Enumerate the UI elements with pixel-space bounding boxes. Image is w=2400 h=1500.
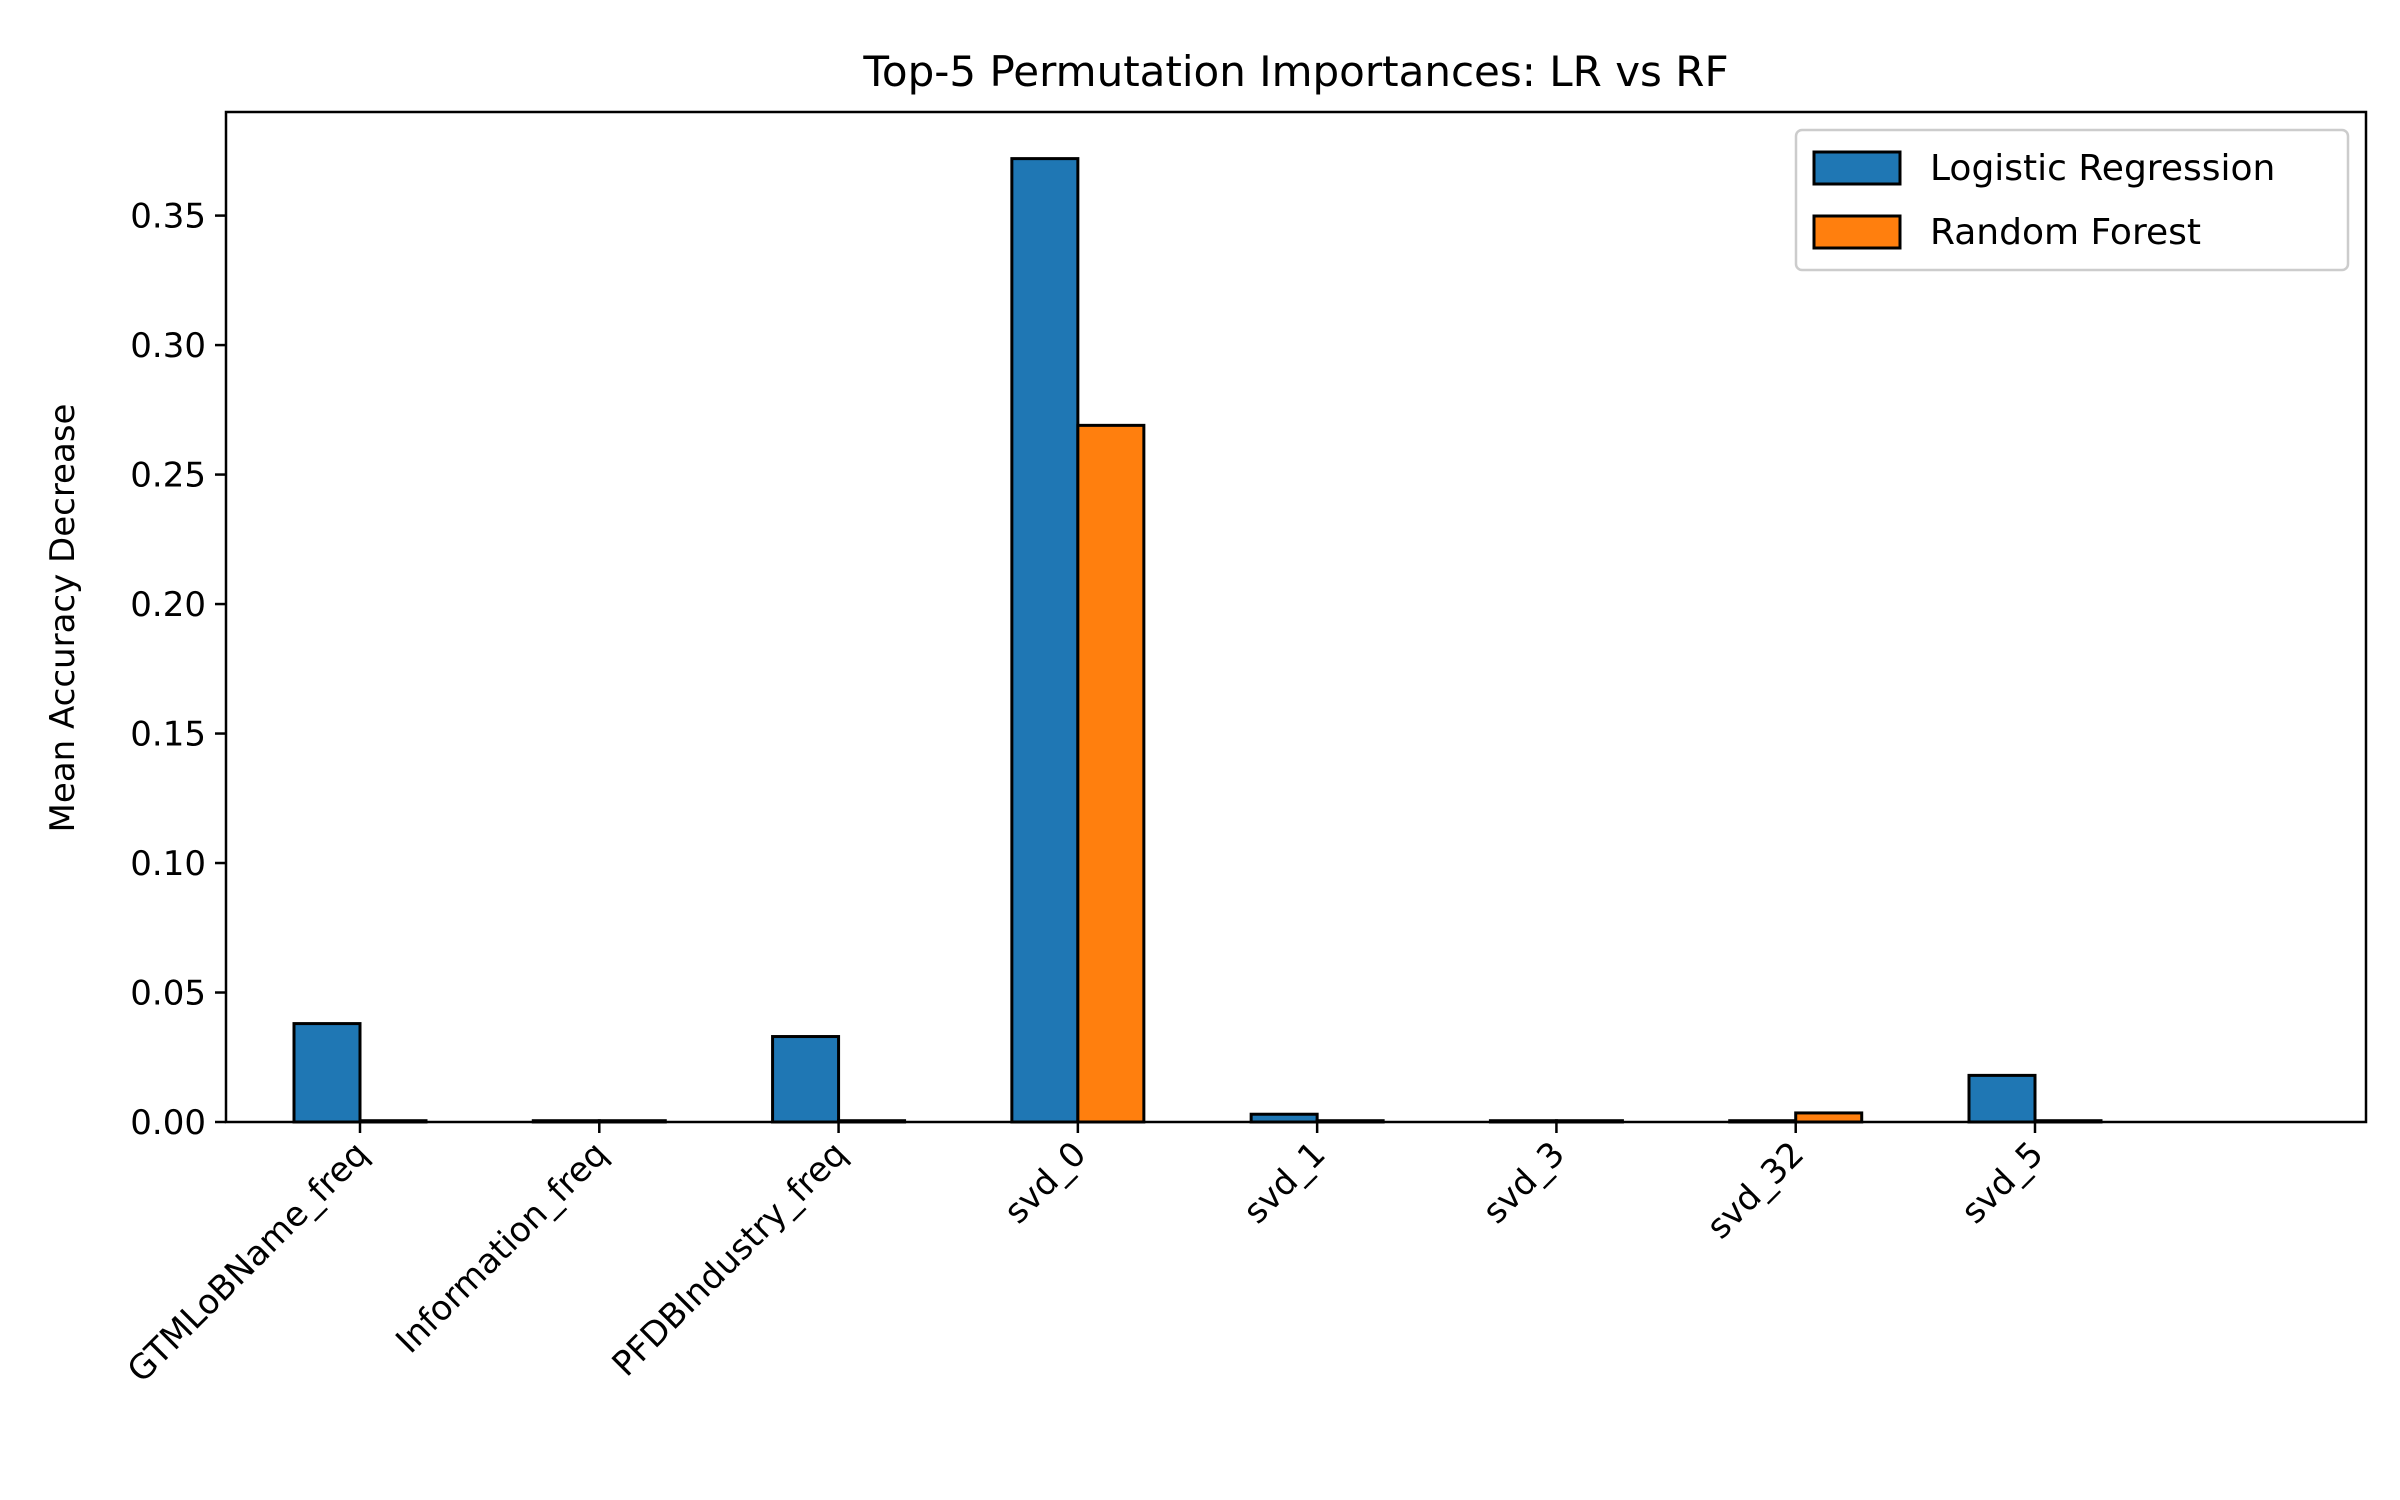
y-tick-label: 0.15 <box>130 715 206 755</box>
y-tick-label: 0.20 <box>130 585 206 625</box>
series-0 <box>292 157 2037 1124</box>
y-axis: 0.00 0.05 0.10 0.15 0.20 0.25 0.30 0.35 <box>130 197 226 1143</box>
plot-area <box>224 110 2368 1124</box>
y-axis-label: Mean Accuracy Decrease <box>43 404 83 833</box>
bar <box>1967 1073 2037 1124</box>
bar <box>1315 1119 1385 1124</box>
bars <box>292 157 2103 1124</box>
bar <box>1554 1119 1624 1124</box>
y-tick-label: 0.10 <box>130 844 206 884</box>
bar <box>1076 423 1146 1124</box>
legend-box <box>1794 128 2350 272</box>
bar <box>358 1119 428 1124</box>
bar <box>1249 1112 1319 1124</box>
bar <box>597 1119 667 1124</box>
x-tick-label: svd_5 <box>1954 1134 2052 1232</box>
bar <box>1794 1111 1864 1124</box>
legend-swatch <box>1812 150 1902 186</box>
y-tick-label: 0.35 <box>130 197 206 237</box>
legend-swatch <box>1812 214 1902 250</box>
y-tick-label: 0.25 <box>130 456 206 496</box>
bar <box>2033 1119 2103 1124</box>
bar <box>1010 157 1080 1124</box>
x-tick-label: svd_0 <box>997 1134 1095 1232</box>
bar <box>837 1119 907 1124</box>
y-tick-label: 0.30 <box>130 326 206 366</box>
bar <box>292 1022 362 1124</box>
x-tick-label: svd_1 <box>1236 1134 1334 1232</box>
bar <box>771 1035 841 1124</box>
x-tick-label: svd_32 <box>1699 1134 1812 1247</box>
bar <box>1488 1119 1558 1124</box>
legend: Logistic Regression Random Forest <box>1794 128 2350 272</box>
y-tick-label: 0.00 <box>130 1103 206 1143</box>
legend-label: Logistic Regression <box>1930 148 2275 189</box>
x-tick-label: svd_3 <box>1475 1134 1573 1232</box>
x-tick-label: Information_freq <box>388 1134 615 1361</box>
bar <box>1728 1119 1798 1124</box>
chart-title: Top-5 Permutation Importances: LR vs RF <box>862 47 1728 96</box>
x-tick-label: PFDBIndustry_freq <box>605 1134 855 1384</box>
legend-label: Random Forest <box>1930 212 2201 253</box>
bar <box>531 1119 601 1124</box>
x-axis: GTMLoBName_freq Information_freqPFDBIndus… <box>120 1122 2051 1391</box>
series-1 <box>358 423 2103 1124</box>
plot-background <box>226 112 2366 1122</box>
x-tick-label: GTMLoBName_freq <box>120 1134 376 1390</box>
y-tick-label: 0.05 <box>130 974 206 1014</box>
